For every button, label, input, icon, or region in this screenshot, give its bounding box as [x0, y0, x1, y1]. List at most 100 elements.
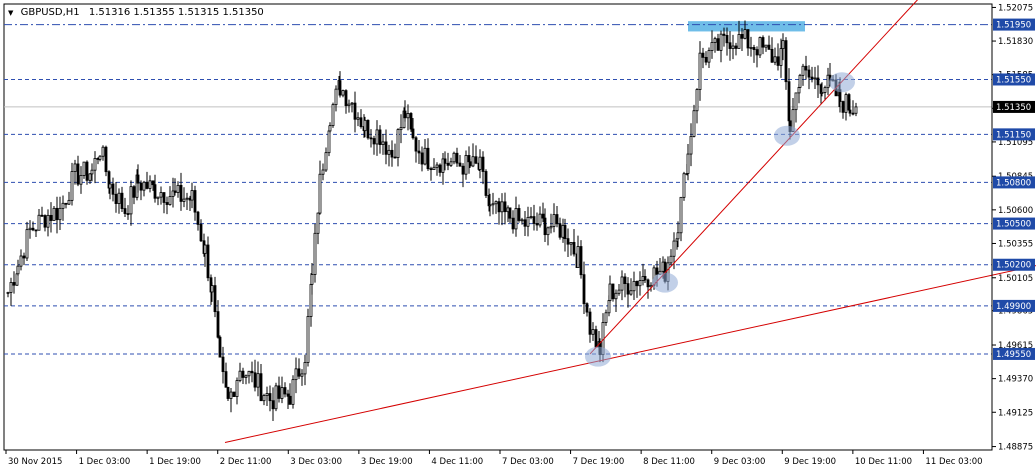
- candle-body: [704, 56, 708, 63]
- candle-body: [226, 386, 230, 399]
- candle-body: [409, 113, 413, 130]
- candle-body: [265, 393, 269, 396]
- candle-body: [49, 214, 53, 221]
- candle-body: [446, 162, 450, 166]
- candle-body: [770, 48, 774, 63]
- candle-body: [816, 77, 820, 86]
- candle-body: [372, 138, 376, 145]
- candle-body: [171, 190, 175, 197]
- candle-body: [114, 193, 118, 204]
- candle-body: [455, 152, 459, 164]
- candle-body: [288, 395, 292, 405]
- candle-body: [511, 217, 515, 230]
- candle-body: [701, 52, 705, 58]
- candle-body: [569, 242, 573, 245]
- candle-body: [588, 311, 592, 335]
- candle-body: [253, 372, 257, 388]
- candle-body: [719, 33, 723, 51]
- time-tick-label: 7 Dec 03:00: [502, 457, 554, 467]
- candle-body: [655, 267, 659, 275]
- candle-body: [111, 183, 115, 195]
- candle-body: [384, 141, 388, 155]
- candle-body: [120, 192, 124, 209]
- trendline[interactable]: [589, 0, 920, 355]
- candle-body: [722, 33, 726, 36]
- candle-body: [471, 156, 475, 167]
- candle-body: [268, 393, 272, 402]
- candle-body: [629, 290, 633, 295]
- candle-body: [737, 34, 741, 49]
- candle-body: [363, 119, 367, 132]
- candle-body: [90, 169, 94, 175]
- trendline[interactable]: [224, 265, 1036, 443]
- candle-body: [604, 312, 608, 323]
- candle-body: [406, 113, 410, 119]
- candle-body: [731, 45, 735, 49]
- dropdown-triangle-icon[interactable]: ▼: [8, 9, 14, 17]
- candle-body: [64, 202, 68, 205]
- candle-body: [218, 336, 222, 358]
- candle-body: [725, 35, 729, 44]
- candle-body: [776, 56, 780, 66]
- candle-body: [28, 227, 32, 231]
- candle-body: [555, 214, 559, 225]
- candle-body: [649, 284, 653, 288]
- candle-body: [238, 370, 242, 381]
- candle-body: [55, 207, 59, 221]
- candle-body: [646, 279, 650, 288]
- candle-body: [190, 190, 194, 201]
- candle-body: [491, 203, 495, 206]
- candle-body: [746, 29, 750, 49]
- candle-body: [162, 192, 166, 203]
- candle-body: [801, 65, 805, 76]
- candle-body: [749, 47, 753, 49]
- candle-body: [43, 215, 47, 228]
- candle-body: [692, 110, 696, 137]
- candle-body: [159, 192, 163, 198]
- candle-body: [820, 92, 824, 94]
- candle-body: [713, 38, 717, 43]
- level-price-label: 1.49550: [996, 350, 1031, 360]
- time-tick-label: 9 Dec 03:00: [714, 457, 766, 467]
- candle-body: [761, 37, 765, 48]
- candle-body: [316, 212, 320, 234]
- bid-price-label: 1.51350: [996, 103, 1031, 113]
- candle-body: [420, 152, 424, 165]
- candle-body: [614, 292, 618, 300]
- candle-body: [710, 42, 714, 51]
- candle-body: [259, 373, 263, 402]
- candle-body: [514, 208, 518, 230]
- candle-body: [620, 276, 624, 291]
- candle-body: [549, 226, 553, 229]
- candle-body: [813, 77, 817, 80]
- candle-body: [306, 316, 310, 363]
- candle-body: [632, 280, 636, 292]
- time-tick-label: 11 Dec 03:00: [925, 457, 982, 467]
- candle-body: [474, 156, 478, 164]
- candle-body: [716, 38, 720, 51]
- candle-body: [758, 37, 762, 56]
- candle-body: [344, 90, 348, 107]
- candle-body: [375, 129, 379, 145]
- candle-body: [563, 224, 567, 240]
- candle-body: [52, 207, 56, 221]
- candle-body: [286, 393, 290, 397]
- time-tick-label: 7 Dec 19:00: [573, 457, 625, 467]
- candle-body: [22, 255, 26, 259]
- touch-point-ellipse: [774, 125, 800, 146]
- candle-body: [740, 34, 744, 39]
- candle-body: [123, 208, 127, 214]
- level-price-tag: [993, 299, 1035, 312]
- candle-body: [61, 202, 65, 209]
- candle-body: [576, 246, 580, 268]
- time-tick-label: 10 Dec 11:00: [855, 457, 912, 467]
- candle-body: [73, 163, 77, 172]
- candle-body: [484, 171, 488, 196]
- candle-body: [185, 197, 189, 200]
- time-tick-label: 2 Dec 11:00: [220, 457, 272, 467]
- candle-body: [452, 152, 456, 163]
- candle-body: [804, 65, 808, 71]
- candle-body: [328, 125, 332, 132]
